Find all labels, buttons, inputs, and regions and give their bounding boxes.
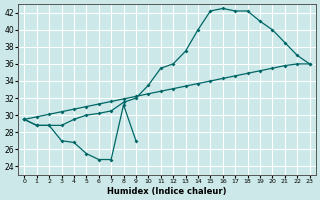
- X-axis label: Humidex (Indice chaleur): Humidex (Indice chaleur): [107, 187, 227, 196]
